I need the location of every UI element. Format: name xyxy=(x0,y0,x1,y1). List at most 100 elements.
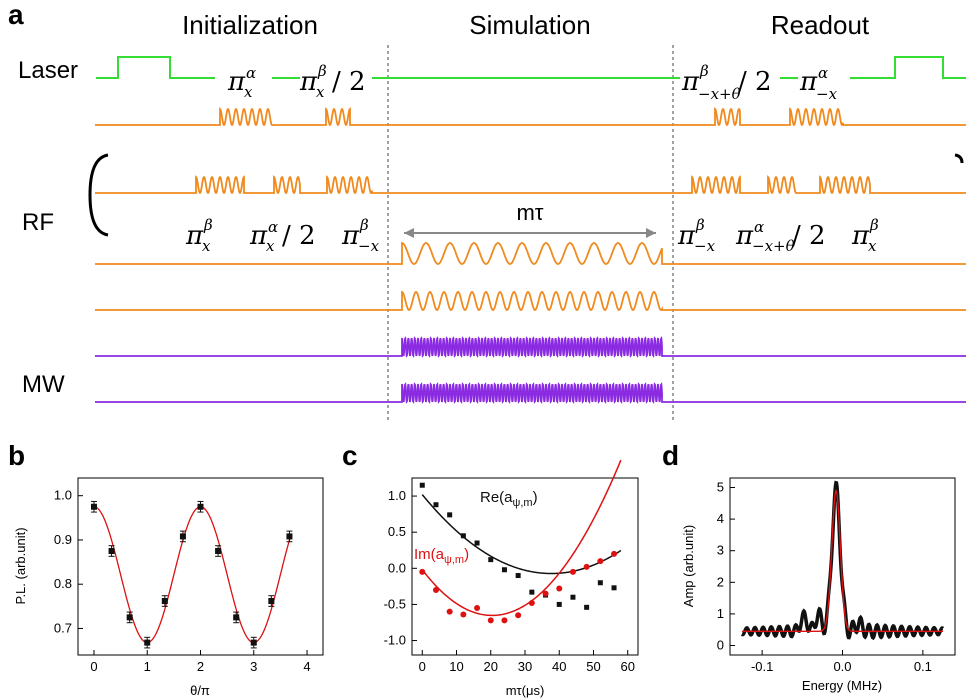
panel-c-point-re xyxy=(584,604,590,610)
mw-trace-1 xyxy=(95,336,966,358)
panel-a-letter: a xyxy=(8,0,24,30)
panel-b-point xyxy=(161,598,168,605)
pulse-label-init-2: π βx / 2 xyxy=(299,62,366,101)
panel-b-point xyxy=(197,503,204,510)
panel-c-point-im xyxy=(597,558,604,565)
panel-b-point xyxy=(90,503,97,510)
panel-c-point-re xyxy=(529,589,535,595)
panel-b-ytick-label: 0.7 xyxy=(54,620,72,635)
panel-c-fit-im xyxy=(421,459,622,617)
rf-bracket-right xyxy=(954,153,964,164)
panel-c-ytick-label: 1.0 xyxy=(388,488,406,503)
panel-c-ticks: 0 10 20 30 40 50 60 -1.0 -0.5 0.0 0.5 1.0 xyxy=(384,488,635,674)
row-label-rf: RF xyxy=(22,209,54,236)
svg-text:π: π xyxy=(677,221,696,251)
panel-b-point xyxy=(215,548,222,555)
svg-text:π: π xyxy=(185,221,204,251)
panel-b-xtick-label: 1 xyxy=(144,659,151,674)
panel-c-point-re xyxy=(501,567,507,573)
panel-b-xtick-label: 4 xyxy=(303,659,310,674)
panel-c-ytick-label: -1.0 xyxy=(384,633,406,648)
panel-c-point-im xyxy=(542,590,549,597)
svg-text:/ 2: / 2 xyxy=(738,67,772,97)
panel-c-point-im xyxy=(611,550,618,557)
section-simulation: Simulation xyxy=(469,10,590,40)
panel-c-point-im xyxy=(460,611,467,618)
panel-c-point-re xyxy=(433,502,439,508)
svg-text:π: π xyxy=(851,221,870,251)
panel-b: b θ/π P.L. (arb.unit) 0 1 2 3 4 0.7 0.8 0.9 1.0 xyxy=(8,440,324,698)
rf-trace-2 xyxy=(95,175,966,195)
pulse-label-rf-2: π αx / 2 xyxy=(249,218,316,255)
panel-b-fit-curve xyxy=(93,506,292,644)
panel-c-xtick-label: 40 xyxy=(552,659,566,674)
panel-d-letter: d xyxy=(662,440,679,471)
svg-text:β: β xyxy=(695,216,705,234)
panel-c-xtick-label: 50 xyxy=(586,659,600,674)
panel-c-point-re xyxy=(570,594,576,600)
svg-text:/ 2: / 2 xyxy=(792,221,826,251)
panel-b-ytick-label: 0.9 xyxy=(54,532,72,547)
panel-c-point-im xyxy=(569,568,576,575)
panel-c-ytick-label: -0.5 xyxy=(384,596,406,611)
panel-b-point xyxy=(233,614,240,621)
panel-c-point-im xyxy=(515,612,522,619)
panel-a: a Initialization Simulation Readout Lase… xyxy=(8,0,966,420)
svg-text:x: x xyxy=(202,237,211,255)
panel-c-point-im xyxy=(487,617,494,624)
rf-trace-4 xyxy=(95,290,966,311)
panel-b-point xyxy=(126,614,133,621)
panel-d: d Energy (MHz) Amp (arb.unit) -0.1 0.0 0.1… xyxy=(662,440,956,693)
svg-text:α: α xyxy=(818,64,828,82)
panel-c-xtick-label: 60 xyxy=(620,659,634,674)
panel-c-point-re xyxy=(556,601,562,607)
svg-text:/ 2: / 2 xyxy=(282,221,316,251)
panel-d-xtick-label: -0.1 xyxy=(751,659,773,674)
panel-b-letter: b xyxy=(8,440,25,471)
svg-text:π: π xyxy=(735,221,754,251)
panel-d-xlabel: Energy (MHz) xyxy=(802,678,882,693)
panel-d-xtick-label: 0.1 xyxy=(914,659,932,674)
panel-c-points xyxy=(419,482,618,624)
panel-d-ytick-label: 1 xyxy=(717,606,724,621)
svg-text:−x: −x xyxy=(816,85,838,103)
panel-d-ytick-label: 0 xyxy=(717,638,724,653)
panel-c-point-re xyxy=(460,533,466,539)
svg-text:α: α xyxy=(246,64,256,82)
svg-text:−x+θ: −x+θ xyxy=(752,237,795,255)
panel-c-point-re xyxy=(515,573,521,579)
panel-c-point-re xyxy=(488,557,494,563)
svg-text:α: α xyxy=(754,218,764,236)
panel-c-point-im xyxy=(556,585,563,592)
panel-c-xtick-label: 20 xyxy=(484,659,498,674)
panel-b-point xyxy=(268,598,275,605)
panel-b-points xyxy=(90,500,293,649)
row-label-mw: MW xyxy=(22,371,65,398)
svg-text:α: α xyxy=(268,218,278,236)
panel-c-xtick-label: 30 xyxy=(518,659,532,674)
panel-c-ytick-label: 0.0 xyxy=(388,560,406,575)
svg-text:β: β xyxy=(359,216,369,234)
svg-text:π: π xyxy=(799,67,818,97)
panel-b-xtick-label: 2 xyxy=(197,659,204,674)
panel-c-point-im xyxy=(432,586,439,593)
svg-text:π: π xyxy=(249,221,268,251)
svg-text:−x: −x xyxy=(694,237,716,255)
svg-text:−x: −x xyxy=(358,237,380,255)
svg-text:π: π xyxy=(299,67,318,97)
rf-trace-1 xyxy=(95,107,966,127)
svg-text:β: β xyxy=(699,62,709,80)
svg-text:/ 2: / 2 xyxy=(332,67,366,97)
panel-d-ytick-label: 2 xyxy=(717,574,724,589)
pulse-label-rf-3: π β −x xyxy=(341,216,380,255)
panel-b-fit xyxy=(93,506,292,644)
svg-text:β: β xyxy=(869,216,879,234)
laser-trace xyxy=(96,56,966,79)
panel-b-point xyxy=(144,639,151,646)
section-readout: Readout xyxy=(771,10,870,40)
panel-c-xtick-label: 10 xyxy=(449,659,463,674)
svg-text:x: x xyxy=(316,83,325,101)
panel-c-fit xyxy=(421,459,622,617)
panel-b-point xyxy=(250,639,257,646)
